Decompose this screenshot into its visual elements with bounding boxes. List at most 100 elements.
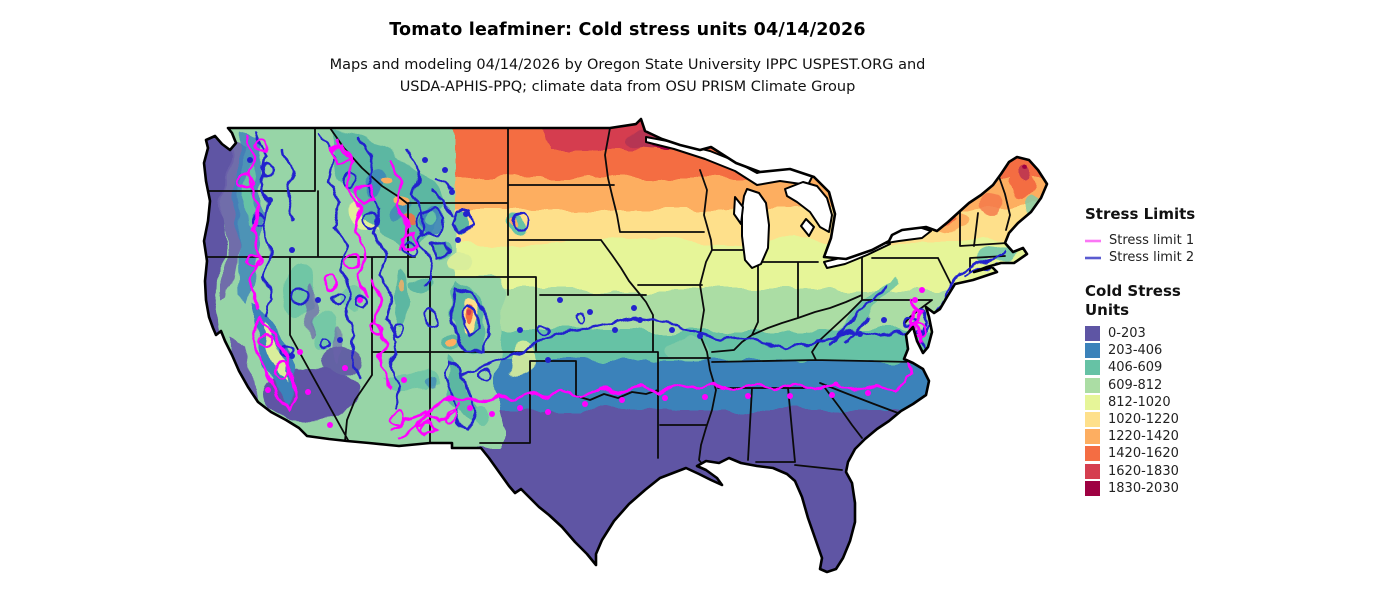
legend-class-row: 812-1020 [1085,394,1250,411]
figure-header: Tomato leafminer: Cold stress units 04/1… [170,0,1085,98]
contour [844,316,870,344]
class-label: 203-406 [1108,343,1163,359]
san-juans-core [444,339,460,349]
legend-item-stress-limit-2: Stress limit 2 [1085,249,1250,266]
stress-limit-1-line-sample [1085,239,1101,242]
contour [406,148,434,288]
stress-limits-items: Stress limit 1 Stress limit 2 [1085,232,1250,266]
swatch-rect [1085,412,1100,428]
wasatch [390,270,406,330]
white-mtns-nh [978,193,1002,219]
nv-range-2 [313,310,337,350]
llano-estacado [508,342,536,378]
class-label: 1020-1220 [1108,412,1179,428]
class-swatch [1085,463,1100,479]
class-swatch [1085,480,1100,496]
class-swatch [1085,343,1100,359]
swatch-rect [1085,394,1100,410]
class-label: 406-609 [1108,360,1163,376]
stress-limit-2-line-sample [1085,256,1101,259]
swatch-rect [1085,377,1100,393]
nv-valley-2 [334,327,342,363]
swatch-rect [1085,360,1100,376]
saginaw-bay [800,218,815,237]
nm-mountains [446,358,474,428]
class-swatch [1085,429,1100,445]
band-1620-1830 [540,119,1047,150]
idaho-high-3 [383,172,393,180]
contour [430,238,452,260]
contour [460,304,480,336]
raster-band-layer [204,119,1047,572]
wasatch-high [394,281,402,295]
legend-class-row: 406-609 [1085,359,1250,376]
legend-class-row: 609-812 [1085,377,1250,394]
lake-huron [784,181,833,233]
legend-class-row: 1830-2030 [1085,480,1250,497]
contour [334,140,370,298]
contour [448,286,492,354]
legend-class-row: 1220-1420 [1085,428,1250,445]
contour [354,184,378,206]
stress-limit-2-label: Stress limit 2 [1109,250,1195,265]
class-swatch [1085,446,1100,462]
class-label: 609-812 [1108,377,1163,393]
stress-limit-2-spots [247,157,887,363]
contour [450,208,474,236]
contour [244,134,260,310]
class-label: 1220-1420 [1108,429,1179,445]
ozarks [668,336,712,360]
green-bay [733,196,744,225]
lake-superior [645,136,814,186]
contour [328,144,352,166]
swatch-rect [1085,326,1100,342]
legend-class-row: 1020-1220 [1085,411,1250,428]
stress-limit-1-main [398,308,918,440]
co-high-3 [463,309,469,315]
contour [400,232,422,254]
map-legend: Stress Limits Stress limit 1 Stress limi… [1085,205,1250,497]
contour [428,176,454,218]
yellowstone-core [425,212,435,224]
n-maine-max [1025,168,1031,174]
stress-limit-1-spots [265,287,925,428]
legend-class-row: 203-406 [1085,342,1250,359]
swatch-rect [1085,429,1100,445]
idaho-high-1 [392,194,408,206]
sierra-crest [260,322,286,384]
cold-stress-heading-line2: Units [1085,301,1130,319]
class-label: 812-1020 [1108,394,1171,410]
swatch-rect [1085,463,1100,479]
legend-class-row: 0-203 [1085,325,1250,342]
nv-valley-1 [308,286,316,334]
legend-class-row: 1420-1620 [1085,445,1250,462]
contour [254,132,274,318]
contour [280,148,296,222]
class-swatch [1085,412,1100,428]
stress-limit-1-label: Stress limit 1 [1109,233,1195,248]
class-swatch [1085,326,1100,342]
cold-stress-classes: 0-203 203-406 406-609 609-812 812-1020 1… [1085,325,1250,497]
map-subtitle: Maps and modeling 04/14/2026 by Oregon S… [170,54,1085,98]
contour [828,284,890,346]
wyoming-basin [444,254,472,270]
idaho-high-2 [406,213,418,223]
map-title: Tomato leafminer: Cold stress units 04/1… [389,20,866,40]
swatch-rect [1085,343,1100,359]
swatch-rect [1085,480,1100,496]
black-hills-core [514,217,524,225]
legend-item-stress-limit-1: Stress limit 1 [1085,232,1250,249]
contour [444,360,476,432]
legend-class-row: 1620-1830 [1085,463,1250,480]
class-swatch [1085,394,1100,410]
swatch-rect [1085,446,1100,462]
subtitle-line-2: USDA-APHIS-PPQ; climate data from OSU PR… [399,79,856,95]
contour [318,132,362,382]
stress-limits-heading: Stress Limits [1085,205,1196,223]
subtitle-line-1: Maps and modeling 04/14/2026 by Oregon S… [329,57,926,73]
class-label: 1420-1620 [1108,446,1179,462]
state-borders [204,127,1011,471]
class-label: 1830-2030 [1108,480,1179,496]
